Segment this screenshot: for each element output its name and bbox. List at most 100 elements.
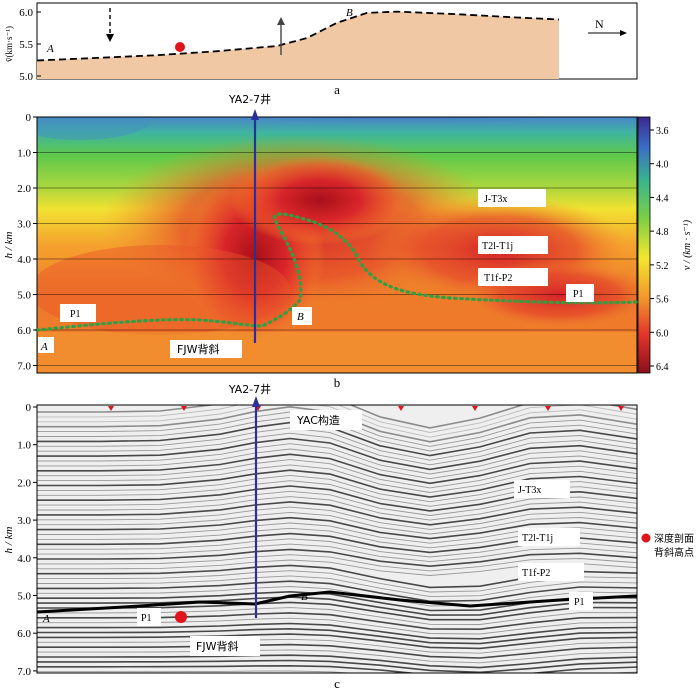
reflector-p1 [37,590,637,614]
y-axis-label-b: h / km [3,232,15,259]
y-tick-label: 6.0 [19,7,33,19]
panel-a: 6.0 5.5 5.0 v̄(km·s⁻¹) A B N a [4,2,638,97]
reflector [37,654,637,669]
reflector [37,554,637,572]
dashed-down-arrow [106,8,114,42]
velocity-field [37,117,637,373]
colorbar-tick-label: 6.4 [656,362,669,373]
legend-text-line1: 深度剖面 [654,532,694,545]
reflector [37,405,637,438]
reflector [37,570,637,593]
reflector [37,643,637,659]
reflector [37,516,637,540]
well-arrowhead-c [252,396,260,407]
y-tick-label: 0 [26,402,32,414]
layer-labels-c: J-T3x T2l-T1j T1f-P2 P1 P1 [137,480,593,626]
reflector [37,459,637,489]
colorbar-label: v / (km · s⁻¹) [682,219,693,270]
panel-a-caption: a [334,82,340,97]
y-axis-c: 0 1.0 2.0 3.0 4.0 5.0 6.0 7.0 [17,402,37,678]
reflector [37,496,637,521]
y-tick-label: 5.0 [17,591,31,603]
reflector [37,511,637,535]
y-axis-ticks-a: 6.0 5.5 5.0 [19,7,41,83]
y-tick-label: 3.0 [17,515,31,527]
y-tick-label: 4.0 [17,553,31,565]
anticline-label-c: FJW背斜 [196,639,238,653]
colorbar-tick-label: 4.4 [656,193,669,204]
point-b-label-b: B [297,311,304,323]
reflector [37,548,637,568]
layer-label: P1 [574,597,585,608]
anticline-high-point-marker-c [175,611,187,623]
velocity-profile-fill [37,11,559,80]
colorbar-tick-label: 4.8 [656,227,669,238]
reflector [37,437,637,471]
layer-label: T1f-P2 [484,273,512,284]
well-arrowhead-b [251,109,259,120]
reflector [37,464,637,493]
y-tick-label: 7.0 [17,666,31,678]
y-tick-label: 4.0 [17,254,31,266]
colorbar-tick-label: 3.6 [656,126,669,137]
colorbar-tick-label: 5.6 [656,295,669,306]
well-label-c: YA2-7井 [228,382,271,396]
reflector [37,443,637,475]
colorbar [637,116,651,374]
reflector [37,664,637,673]
reflector [37,432,637,466]
reflector [37,586,637,607]
shot-markers [108,406,624,411]
reflector [37,627,637,645]
reflector [37,622,637,640]
reflector [37,649,637,664]
reflector [37,633,637,650]
panel-b-frame [36,116,638,374]
reflector [37,659,637,673]
layer-label: J-T3x [518,485,541,496]
legend: 深度剖面 背斜高点 [641,532,694,559]
anticline-high-point-marker [175,42,185,52]
y-tick-label: 0 [26,112,32,124]
y-tick-label: 7.0 [17,361,31,373]
point-a-label-c: A [42,613,50,625]
colorbar-ticks: 3.6 4.0 4.4 4.8 5.2 5.6 6.0 6.4 [650,126,669,373]
y-axis-label-a: v̄(km·s⁻¹) [4,26,14,62]
point-a-label: A [46,43,54,55]
anticline-label-b: FJW背斜 [177,342,219,356]
well-label-b: YA2-7井 [228,92,271,106]
layer-label: J-T3x [484,194,507,205]
layer-label: P1 [70,309,81,320]
reflector [37,501,637,526]
colorbar-tick-label: 5.2 [656,261,669,272]
point-b-label: B [346,7,353,19]
y-axis-label-c: h / km [3,527,15,554]
dotted-horizon-p1 [35,212,639,332]
reflector [37,596,637,616]
layer-label: T1f-P2 [522,568,550,579]
y-tick-label: 5.0 [17,290,31,302]
reflector [37,638,637,654]
panel-c-frame [36,404,638,674]
colorbar-tick-label: 6.0 [656,328,669,339]
y-tick-label: 1.0 [17,148,31,160]
velocity-profile-line [36,10,560,62]
y-tick-label: 2.0 [17,477,31,489]
legend-marker [641,533,651,543]
colorbar-tick-label: 4.0 [656,160,669,171]
reflector [37,580,637,603]
y-axis-b: 0 1.0 2.0 3.0 4.0 5.0 6.0 7.0 [17,112,37,373]
layer-label: T2l-T1j [482,241,513,252]
layer-label: T2l-T1j [522,533,553,544]
y-tick-label: 6.0 [17,628,31,640]
panel-b-caption: b [334,375,341,390]
reflector [37,469,637,498]
reflector [37,601,637,621]
layer-labels-b: J-T3x T2l-T1j T1f-P2 P1 P1 [60,189,594,322]
reflector [37,453,637,485]
y-tick-label: 1.0 [17,440,31,452]
up-arrow [277,17,285,55]
y-tick-label: 5.5 [19,39,33,51]
reflector [37,448,637,480]
